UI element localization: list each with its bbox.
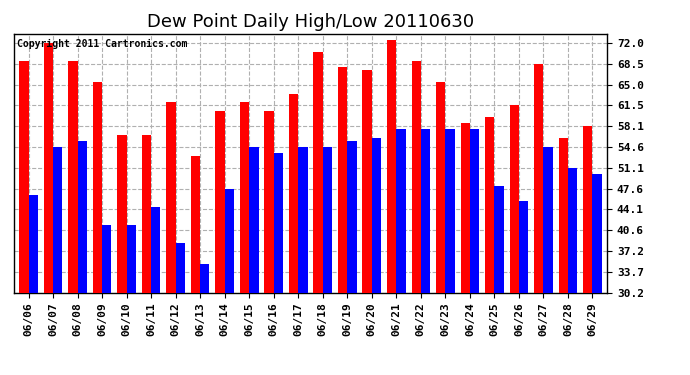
Bar <box>151 207 161 292</box>
Bar <box>19 61 28 292</box>
Bar <box>240 102 249 292</box>
Bar <box>28 195 38 292</box>
Bar <box>117 135 126 292</box>
Bar <box>264 111 274 292</box>
Bar <box>362 70 372 292</box>
Bar <box>126 225 136 292</box>
Bar <box>142 135 151 292</box>
Title: Dew Point Daily High/Low 20110630: Dew Point Daily High/Low 20110630 <box>147 13 474 31</box>
Bar <box>372 138 381 292</box>
Bar <box>249 147 259 292</box>
Text: Copyright 2011 Cartronics.com: Copyright 2011 Cartronics.com <box>17 39 187 49</box>
Bar <box>460 123 470 292</box>
Bar <box>53 147 62 292</box>
Bar <box>274 153 283 292</box>
Bar <box>68 61 77 292</box>
Bar <box>215 111 225 292</box>
Bar <box>43 43 53 292</box>
Bar <box>77 141 87 292</box>
Bar <box>200 264 210 292</box>
Bar <box>323 147 332 292</box>
Bar <box>510 105 519 292</box>
Bar <box>495 186 504 292</box>
Bar <box>421 129 430 292</box>
Bar <box>544 147 553 292</box>
Bar <box>176 243 185 292</box>
Bar <box>289 93 298 292</box>
Bar <box>347 141 357 292</box>
Bar <box>92 81 102 292</box>
Bar <box>583 126 593 292</box>
Bar <box>485 117 495 292</box>
Bar <box>338 67 347 292</box>
Bar <box>534 64 544 292</box>
Bar <box>559 138 568 292</box>
Bar <box>166 102 176 292</box>
Bar <box>191 156 200 292</box>
Bar <box>225 189 234 292</box>
Bar <box>387 40 396 292</box>
Bar <box>436 81 445 292</box>
Bar <box>411 61 421 292</box>
Bar <box>313 52 323 292</box>
Bar <box>519 201 529 292</box>
Bar <box>445 129 455 292</box>
Bar <box>396 129 406 292</box>
Bar <box>593 174 602 292</box>
Bar <box>102 225 111 292</box>
Bar <box>568 168 578 292</box>
Bar <box>470 129 479 292</box>
Bar <box>298 147 308 292</box>
